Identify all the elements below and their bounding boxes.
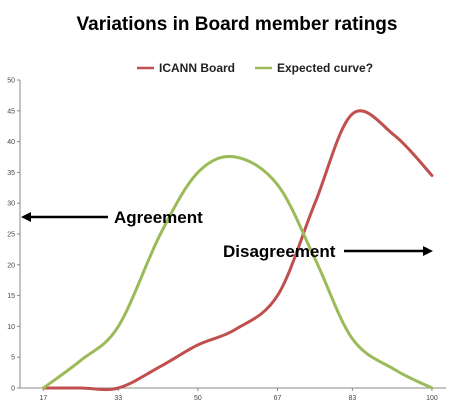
- series-lines: [41, 109, 434, 392]
- legend-label-icb: ICANN Board: [159, 61, 235, 75]
- y-tick-label: 25: [7, 232, 15, 239]
- y-tick-label: 0: [11, 386, 15, 393]
- y-tick-label: 5: [11, 355, 15, 362]
- x-tick-label: 33: [114, 395, 122, 402]
- x-tick-label: 83: [348, 395, 356, 402]
- y-tick-label: 50: [7, 78, 15, 85]
- y-tick-label: 20: [7, 262, 15, 269]
- y-tick-label: 15: [7, 293, 15, 300]
- y-tick-label: 30: [7, 201, 15, 208]
- y-tick-label: 40: [7, 139, 15, 146]
- x-tick-label: 100: [426, 395, 438, 402]
- x-tick-label: 17: [40, 395, 48, 402]
- chart-title: Variations in Board member ratings: [77, 14, 398, 35]
- legend: ICANN Board Expected curve?: [137, 61, 373, 75]
- arrow-right-icon: [423, 246, 433, 256]
- annotation-disagreement: Disagreement: [223, 242, 433, 261]
- series-line-0: [41, 109, 434, 392]
- y-axis-ticks: 0 5 10 15 20 25 30 35 40 45 50: [7, 78, 20, 393]
- x-tick-label: 50: [194, 395, 202, 402]
- legend-label-expected: Expected curve?: [277, 61, 373, 75]
- plot-area: 0 5 10 15 20 25 30 35 40 45 50 17 33 50 67 83 100: [7, 78, 446, 402]
- y-tick-label: 45: [7, 108, 15, 115]
- series-line-1: [41, 155, 434, 390]
- annotation-agreement-text: Agreement: [114, 208, 203, 227]
- y-tick-label: 10: [7, 324, 15, 331]
- arrow-left-icon: [21, 212, 31, 222]
- x-tick-label: 67: [274, 395, 282, 402]
- annotation-agreement: Agreement: [21, 208, 203, 227]
- annotation-disagreement-text: Disagreement: [223, 242, 336, 261]
- y-tick-label: 35: [7, 170, 15, 177]
